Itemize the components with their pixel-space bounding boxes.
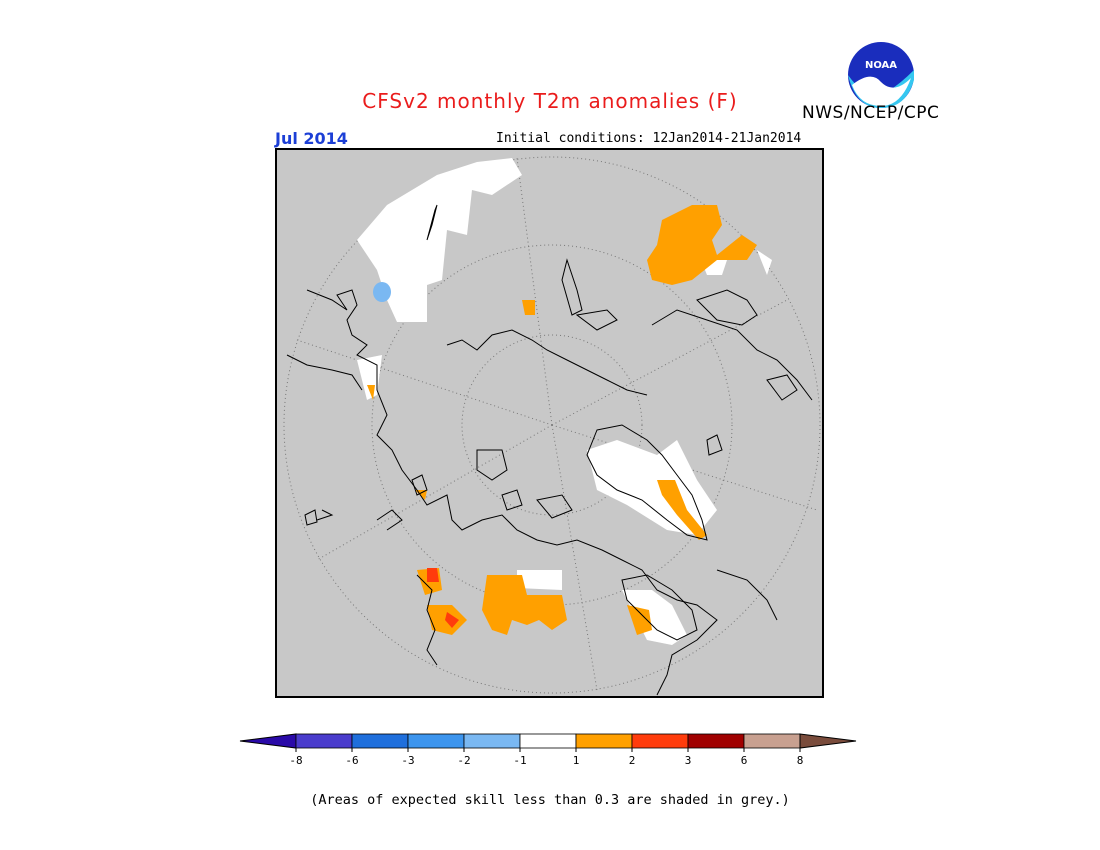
colorbar-label: 6	[741, 754, 748, 767]
coastline-arctic-island	[575, 309, 618, 331]
colorbar-cell	[519, 733, 577, 749]
coastline-island	[304, 509, 318, 526]
map-boundary	[283, 156, 821, 694]
coastline-baffin	[696, 289, 758, 326]
near-normal-region	[357, 158, 522, 322]
colorbar-cell	[743, 733, 801, 749]
latitude-circle	[371, 244, 733, 606]
coastline-arabia	[621, 574, 698, 641]
polar-map-svg	[283, 156, 821, 696]
meridians	[296, 157, 818, 691]
cold-anomaly-region	[373, 282, 391, 302]
noaa-logo-text: NOAA	[865, 60, 897, 71]
coastline-africa	[716, 569, 778, 621]
colorbar-cell	[351, 733, 409, 749]
colorbar-label: 3	[685, 754, 692, 767]
colorbar-arrow-low	[239, 733, 297, 749]
anomaly-map	[275, 148, 824, 698]
coastline-island	[706, 434, 723, 456]
near-normal-region	[357, 355, 382, 400]
colorbar-cell	[631, 733, 689, 749]
coastline-india	[586, 424, 708, 541]
colorbar-label: 2	[629, 754, 636, 767]
colorbar-cell	[575, 733, 633, 749]
warm-anomaly-region	[522, 300, 535, 315]
colorbar-label: 8	[797, 754, 804, 767]
coastline-canada	[651, 309, 813, 401]
strong-warm-anomaly-regions	[427, 568, 459, 628]
warm-anomaly-region	[647, 205, 757, 285]
warm-anomaly-region	[482, 575, 567, 635]
coastline-greenland	[426, 204, 438, 241]
coastline-fragment	[376, 509, 403, 531]
strong-warm-region	[427, 568, 439, 582]
latitude-circle	[461, 334, 643, 516]
coastlines	[286, 204, 813, 696]
colorbar-cell	[295, 733, 353, 749]
coastline-novaya-zemlya	[561, 258, 583, 316]
coastline-island	[766, 374, 798, 401]
near-normal-region	[757, 250, 772, 275]
skill-note: (Areas of expected skill less than 0.3 a…	[310, 792, 790, 808]
initial-conditions: Initial conditions: 12Jan2014-21Jan2014	[496, 131, 802, 146]
coastline-europe	[286, 354, 363, 391]
warm-anomaly-region	[657, 480, 707, 540]
agency-label: NWS/NCEP/CPC	[802, 103, 940, 123]
near-normal-region	[622, 590, 687, 645]
color-scale-bar: -8 -6 -3 -2 -1 1 2 3 6 8	[239, 733, 857, 767]
near-normal-region	[587, 440, 717, 535]
near-normal-region	[517, 570, 562, 590]
colorbar-label: -8	[289, 754, 302, 767]
coastline-siberia	[446, 329, 648, 396]
coastline-caspian	[476, 449, 508, 481]
coastline-asia	[306, 289, 718, 696]
warm-anomaly-region	[415, 490, 427, 500]
colorbar-label: -6	[345, 754, 358, 767]
warm-anomaly-regions	[367, 205, 757, 635]
map-title: CFSv2 monthly T2m anomalies (F)	[362, 89, 738, 113]
warm-anomaly-region	[627, 605, 652, 635]
colorbar-label: 1	[573, 754, 580, 767]
coastline-north-america	[416, 574, 438, 666]
warm-anomaly-region	[367, 385, 375, 400]
colorbar-label: -1	[513, 754, 526, 767]
strong-warm-region	[445, 612, 459, 628]
colorbar-cell	[687, 733, 745, 749]
forecast-month: Jul 2014	[275, 129, 348, 148]
coastline-island	[411, 474, 428, 496]
cold-anomaly-regions	[373, 282, 391, 302]
colorbar-arrow-high	[799, 733, 857, 749]
colorbar-label: -2	[457, 754, 470, 767]
colorbar-label: -3	[401, 754, 414, 767]
coastline-lake	[501, 489, 523, 511]
noaa-logo: NOAA	[848, 42, 914, 108]
colorbar-cell	[463, 733, 521, 749]
coastline-fragment	[316, 509, 334, 521]
colorbar-cell	[407, 733, 465, 749]
coastline-lake	[536, 494, 573, 519]
